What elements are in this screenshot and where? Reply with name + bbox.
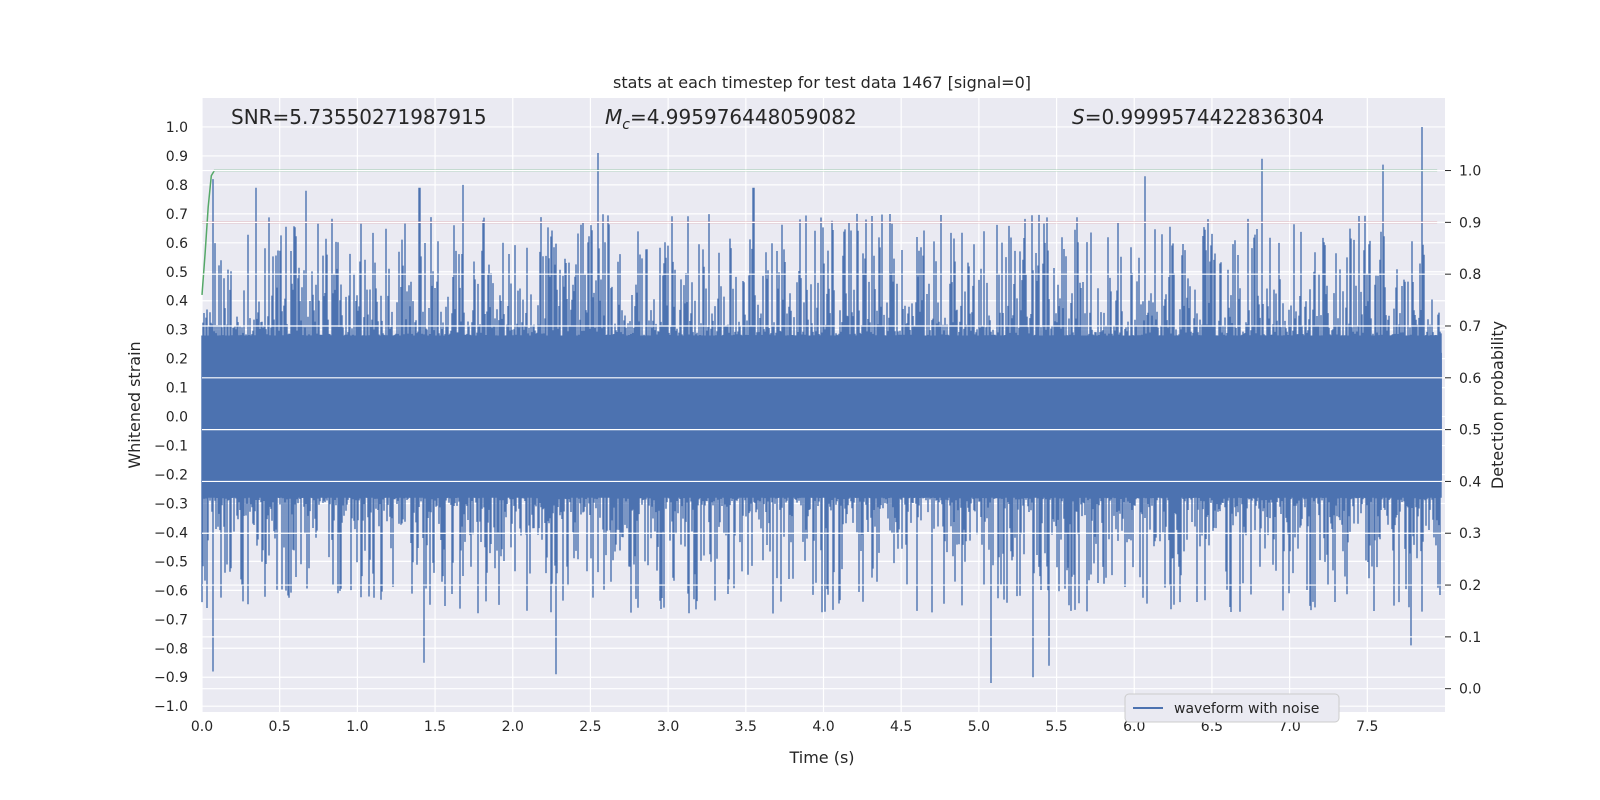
y-tick-label: 0.6 <box>166 236 188 252</box>
x-tick-label: 7.0 <box>1278 719 1300 735</box>
y-tick-label: −0.5 <box>154 554 188 570</box>
y-tick-label: −0.9 <box>154 670 188 686</box>
waveform-series <box>201 127 1442 683</box>
s-symbol: S <box>1072 105 1085 129</box>
x-tick-label: 0.5 <box>269 719 291 735</box>
legend-label: waveform with noise <box>1174 701 1319 717</box>
y-tick-label: −0.7 <box>154 612 188 628</box>
y-tick-label: −0.2 <box>154 468 188 484</box>
snr-annotation: SNR=5.73550271987915 <box>231 105 487 129</box>
x-tick-label: 1.5 <box>424 719 446 735</box>
y-tick-label: −1.0 <box>154 699 188 715</box>
y2-tick-label: 1.0 <box>1459 164 1481 180</box>
mc-annotation: Mc=4.995976448059082 <box>605 105 857 133</box>
x-tick-label: 6.5 <box>1201 719 1223 735</box>
s-value: =0.9999574422836304 <box>1085 105 1324 129</box>
y-axis-label: Whitened strain <box>125 341 144 468</box>
y2-tick-label: 0.5 <box>1459 423 1481 439</box>
y-tick-label: 0.8 <box>166 178 188 194</box>
x-tick-label: 4.0 <box>812 719 834 735</box>
s-annotation: S=0.9999574422836304 <box>1072 105 1324 129</box>
grid-y2 <box>202 169 1445 690</box>
y-tick-label: −0.3 <box>154 496 188 512</box>
x-tick-label: 5.0 <box>968 719 990 735</box>
y2-tick-label: 0.4 <box>1459 474 1481 490</box>
y2-tick-label: 0.1 <box>1459 630 1481 646</box>
x-tick-label: 2.5 <box>579 719 601 735</box>
y-tick-label: 1.0 <box>166 120 188 136</box>
y-tick-label: 0.2 <box>166 352 188 368</box>
x-tick-label: 2.0 <box>502 719 524 735</box>
y2-tick-label: 0.6 <box>1459 371 1481 387</box>
x-tick-label: 7.5 <box>1356 719 1378 735</box>
y2-tick-label: 0.7 <box>1459 319 1481 335</box>
y-tick-label: 0.9 <box>166 149 188 165</box>
y2-tick-label: 0.2 <box>1459 578 1481 594</box>
y2-axis-label: Detection probability <box>1488 321 1507 489</box>
y2-tick-label: 0.0 <box>1459 682 1481 698</box>
y-tick-label: 0.5 <box>166 265 188 281</box>
y-tick-label: −0.6 <box>154 583 188 599</box>
y-tick-label: 0.3 <box>166 323 188 339</box>
x-tick-label: 3.5 <box>735 719 757 735</box>
chart-title: stats at each timestep for test data 146… <box>613 73 1031 92</box>
x-tick-label: 3.0 <box>657 719 679 735</box>
mc-subscript: c <box>622 117 630 133</box>
y-tick-label: 0.7 <box>166 207 188 223</box>
x-axis-ticks: 0.0 0.5 1.0 1.5 2.0 2.5 3.0 3.5 4.0 4.5 5.0 5.5 6.0 6… <box>191 719 1379 735</box>
y2-tick-label: 0.9 <box>1459 215 1481 231</box>
legend: waveform with noise <box>1124 693 1340 723</box>
x-tick-label: 6.0 <box>1123 719 1145 735</box>
y-tick-label: 0.1 <box>166 381 188 397</box>
y-tick-label: 0.4 <box>166 294 188 310</box>
mc-value: =4.995976448059082 <box>630 105 857 129</box>
y2-tick-label: 0.8 <box>1459 267 1481 283</box>
y-tick-label: −0.1 <box>154 439 188 455</box>
y-tick-label: 0.0 <box>166 410 188 426</box>
x-tick-label: 4.5 <box>890 719 912 735</box>
mc-symbol: M <box>605 105 622 129</box>
y2-axis-ticks: 1.0 0.9 0.8 0.7 0.6 0.5 0.4 0.3 0.2 0.1 0.0 <box>1445 164 1481 698</box>
y2-tick-label: 0.3 <box>1459 526 1481 542</box>
x-axis-label: Time (s) <box>788 748 854 767</box>
waveform-core <box>202 352 1442 481</box>
legend-box <box>1124 693 1340 723</box>
x-tick-label: 1.0 <box>346 719 368 735</box>
x-tick-label: 5.5 <box>1045 719 1067 735</box>
y-tick-label: −0.8 <box>154 641 188 657</box>
y-axis-ticks: 1.0 0.9 0.8 0.7 0.6 0.5 0.4 0.3 0.2 0.1 0.0 −0.1 −0.… <box>154 120 188 715</box>
x-tick-label: 0.0 <box>191 719 213 735</box>
y-tick-label: −0.4 <box>154 525 188 541</box>
